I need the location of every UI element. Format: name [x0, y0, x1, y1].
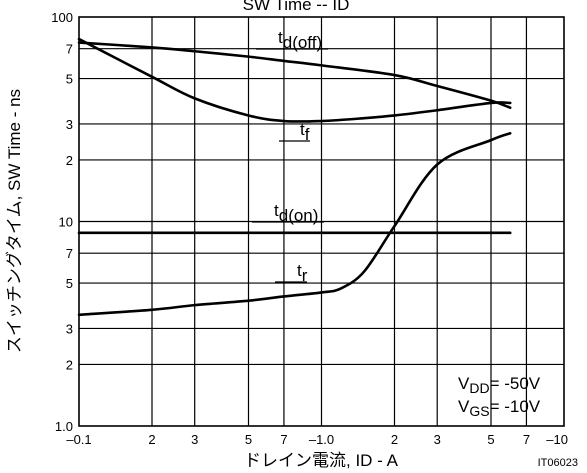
x-tick-label: –10	[546, 432, 568, 447]
y-tick-label: 7	[66, 246, 73, 261]
y-tick-label: 7	[66, 42, 73, 57]
y-tick-labels: 1.0 2 3 5 7 10 2 3 5 7 100	[51, 10, 73, 434]
x-tick-label: 5	[487, 432, 494, 447]
x-tick-label: –1.0	[309, 432, 334, 447]
series-label-tdoff: td(off)	[278, 28, 322, 52]
x-tick-label: 5	[245, 432, 252, 447]
y-tick-label: 3	[66, 117, 73, 132]
series-label-tr: tr	[297, 261, 308, 285]
y-tick-label: 5	[66, 72, 73, 87]
y-axis-label: スイッチングタイム, SW Time - ns	[5, 89, 24, 353]
series-tdoff-line	[77, 41, 512, 110]
y-tick-label: 10	[59, 215, 73, 230]
x-tick-label: 3	[191, 432, 198, 447]
series-labels: td(off) tf td(on) tr	[252, 28, 328, 285]
y-tick-label: 3	[66, 321, 73, 336]
condition-text: VGS= -10V	[458, 397, 541, 419]
x-tick-labels: –0.1 2 3 5 7 –1.0 2 3 5 7 –10	[66, 432, 568, 447]
x-axis-label: ドレイン電流, ID - A	[244, 451, 399, 470]
y-tick-label: 100	[51, 10, 73, 25]
y-tick-label: 1.0	[55, 419, 73, 434]
x-tick-label: 7	[523, 432, 530, 447]
series-label-tf: tf	[300, 120, 310, 144]
series-curves	[77, 37, 512, 317]
x-tick-label: 2	[148, 432, 155, 447]
figure-id: IT06023	[538, 457, 578, 469]
x-tick-label: 2	[391, 432, 398, 447]
chart-title: SW Time -- ID	[243, 0, 350, 14]
plot-frame	[78, 16, 565, 427]
condition-text: VDD= -50V	[458, 374, 541, 396]
x-tick-label: 3	[434, 432, 441, 447]
series-tf-line	[77, 37, 512, 123]
y-tick-label: 2	[66, 153, 73, 168]
x-tick-label: –0.1	[66, 432, 91, 447]
y-tick-label: 5	[66, 276, 73, 291]
y-tick-label: 2	[66, 357, 73, 372]
series-tr-line	[77, 131, 512, 317]
series-label-tdon: td(on)	[274, 201, 318, 225]
x-tick-label: 7	[280, 432, 287, 447]
